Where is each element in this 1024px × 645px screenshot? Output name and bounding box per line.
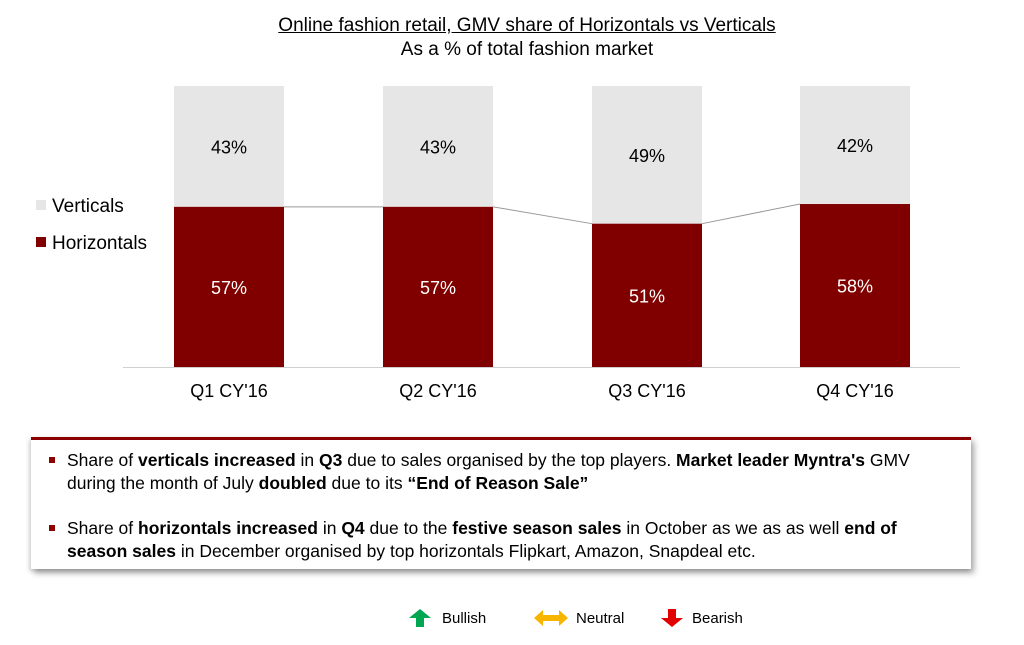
note-1-run-1: Share of xyxy=(67,450,139,470)
sentiment-bullish: Bullish xyxy=(408,609,486,629)
sentiment-label-bearish: Bearish xyxy=(692,610,743,627)
bullet-icon xyxy=(49,525,55,531)
chart-title-block: Online fashion retail, GMV share of Hori… xyxy=(0,14,1024,62)
x-tick-label-3: Q3 CY'16 xyxy=(608,381,685,401)
note-text-2: Share of horizontals increased in Q4 due… xyxy=(67,518,897,561)
arrow-left-right-icon xyxy=(534,610,568,626)
arrow-down-icon xyxy=(661,609,683,627)
data-label-horizontals-2: 57% xyxy=(420,278,456,298)
bar-verticals-1 xyxy=(174,86,284,207)
sentiment-label-bullish: Bullish xyxy=(442,610,487,627)
bar-horizontals-4 xyxy=(800,204,910,367)
note-2-run-8: end of season sales xyxy=(67,518,897,561)
arrow-up-icon xyxy=(409,609,431,627)
bar-horizontals-3 xyxy=(592,223,702,367)
legend-item-verticals: Verticals xyxy=(36,196,124,218)
commentary-note-2: Share of horizontals increased in Q4 due… xyxy=(47,517,951,563)
data-label-horizontals-3: 51% xyxy=(629,286,665,306)
data-label-verticals-1: 43% xyxy=(211,137,247,157)
bar-horizontals-2 xyxy=(383,206,493,367)
note-text-1: Share of verticals increased in Q3 due t… xyxy=(67,450,910,493)
note-2-run-9: in December organised by top horizontals… xyxy=(175,541,756,561)
bar-verticals-3 xyxy=(592,86,702,224)
note-1-run-10: “End of Reason Sale” xyxy=(407,473,589,493)
sentiment-label-neutral: Neutral xyxy=(576,610,625,627)
legend-label-horizontals: Horizontals xyxy=(52,233,148,254)
data-label-verticals-3: 49% xyxy=(629,146,665,166)
series-connector-3 xyxy=(701,203,801,225)
legend-item-horizontals: Horizontals xyxy=(36,233,147,255)
note-1-run-4: Q3 xyxy=(319,450,343,470)
bar-verticals-4 xyxy=(800,86,910,205)
note-1-run-9: due to its xyxy=(326,473,408,493)
x-tick-label-2: Q2 CY'16 xyxy=(399,381,476,401)
note-1-run-8: doubled xyxy=(258,473,327,493)
bar-verticals-2 xyxy=(383,86,493,207)
commentary-box: Share of verticals increased in Q3 due t… xyxy=(31,437,971,569)
note-1-run-6: Market leader Myntra's xyxy=(676,450,866,470)
bullet-icon xyxy=(49,457,55,463)
stacked-bar-chart: 43% 57% Q1 CY'16 43% 57% Q2 CY'16 49% 51% Q3 CY'… xyxy=(123,86,960,401)
note-2-run-2: horizontals increased xyxy=(138,518,318,538)
note-1-run-7: GMV during the month of July xyxy=(67,450,910,493)
note-2-run-1: Share of xyxy=(67,518,139,538)
note-2-run-7: in October as we as as well xyxy=(621,518,845,538)
chart-title: Online fashion retail, GMV share of Hori… xyxy=(278,15,776,36)
x-tick-label-1: Q1 CY'16 xyxy=(190,381,267,401)
legend-label-verticals: Verticals xyxy=(52,196,124,217)
data-label-verticals-2: 43% xyxy=(420,137,456,157)
note-1-run-2: verticals increased xyxy=(138,450,296,470)
note-2-run-6: festive season sales xyxy=(452,518,622,538)
sentiment-neutral: Neutral xyxy=(533,609,624,629)
sentiment-bearish: Bearish xyxy=(660,609,743,629)
data-label-horizontals-1: 57% xyxy=(211,278,247,298)
note-2-run-5: due to the xyxy=(364,518,453,538)
data-label-horizontals-4: 58% xyxy=(837,277,873,297)
bar-horizontals-1 xyxy=(174,206,284,367)
legend-swatch-verticals xyxy=(36,200,46,210)
commentary-note-1: Share of verticals increased in Q3 due t… xyxy=(47,449,951,495)
note-1-run-5: due to sales organised by the top player… xyxy=(342,450,677,470)
chart-subtitle: As a % of total fashion market xyxy=(400,39,654,60)
data-label-verticals-4: 42% xyxy=(837,136,873,156)
note-2-run-3: in xyxy=(317,518,342,538)
legend-swatch-horizontals xyxy=(36,237,46,247)
x-tick-label-4: Q4 CY'16 xyxy=(816,381,893,401)
note-1-run-3: in xyxy=(295,450,319,470)
note-2-run-4: Q4 xyxy=(341,518,365,538)
series-connector-2 xyxy=(492,206,593,225)
